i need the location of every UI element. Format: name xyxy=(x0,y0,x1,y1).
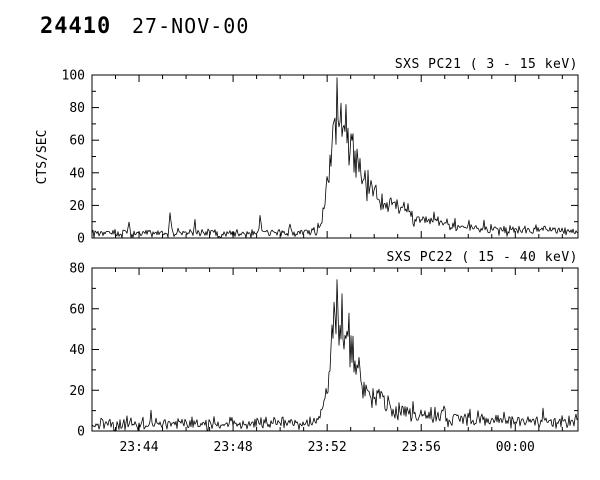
panel-sxs-pc21: SXS PC21 ( 3 - 15 keV) CTS/SEC 0 20 40 60 80… xyxy=(35,57,579,247)
date-label: 27-NOV-00 xyxy=(132,14,249,38)
y-tick-label: 0 xyxy=(77,425,85,440)
x-tick-label: 23:56 xyxy=(402,440,441,455)
panel-title-pc21: SXS PC21 ( 3 - 15 keV) xyxy=(395,57,578,72)
x-tick-label: 00:00 xyxy=(496,440,535,455)
y-tick-label: 40 xyxy=(69,166,85,181)
trace-pc21 xyxy=(91,77,579,239)
y-tick-label: 0 xyxy=(77,232,85,247)
y-tick-label: 20 xyxy=(69,199,85,214)
panel-title-pc22: SXS PC22 ( 15 - 40 keV) xyxy=(386,250,578,265)
axes-pc22: 0 20 40 60 80 23:44 23:48 23:52 23:56 00:00 xyxy=(69,262,579,455)
y-axis-label: CTS/SEC xyxy=(35,130,50,185)
panel-sxs-pc22: SXS PC22 ( 15 - 40 keV) 0 20 40 60 80 23:44 23… xyxy=(69,250,579,455)
x-tick-label: 23:44 xyxy=(119,440,158,455)
light-curve-line-pc21 xyxy=(91,77,579,239)
light-curve-line-pc22 xyxy=(91,279,579,432)
trace-pc22 xyxy=(91,279,579,432)
axes-pc21: 0 20 40 60 80 100 xyxy=(62,69,579,247)
y-tick-label: 20 xyxy=(69,384,85,399)
y-tick-label: 100 xyxy=(62,69,85,84)
sequence-number: 24410 xyxy=(40,14,111,39)
y-tick-label: 80 xyxy=(69,262,85,277)
y-tick-label: 60 xyxy=(69,134,85,149)
y-tick-label: 80 xyxy=(69,101,85,116)
x-tick-label: 23:52 xyxy=(308,440,347,455)
x-tick-label: 23:48 xyxy=(214,440,253,455)
y-tick-label: 40 xyxy=(69,343,85,358)
y-tick-label: 60 xyxy=(69,302,85,317)
